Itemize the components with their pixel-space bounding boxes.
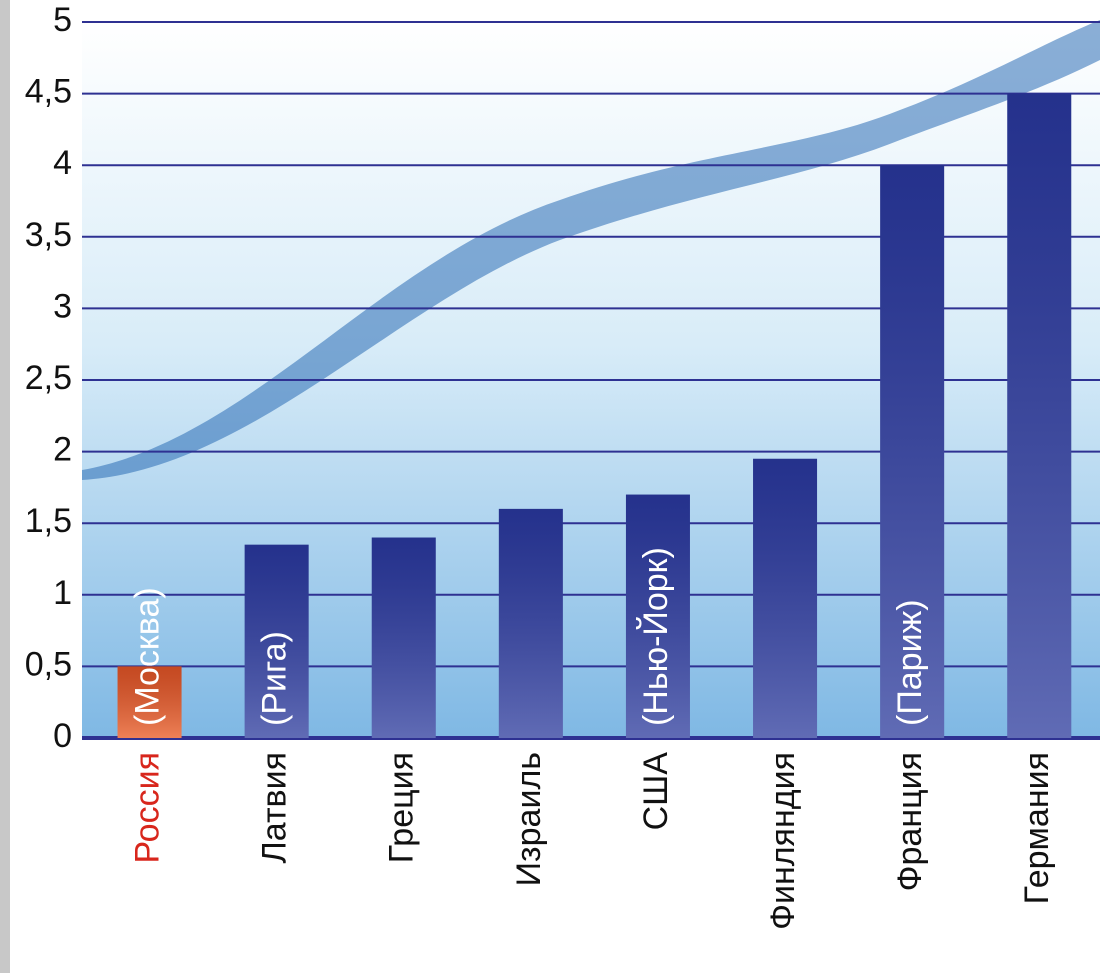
y-tick-label: 0,5 <box>25 645 72 683</box>
bar-shade <box>244 544 309 738</box>
bar-shade <box>371 537 436 738</box>
y-tick-label: 1 <box>53 574 72 612</box>
x-tick-label: Франция <box>891 752 929 891</box>
y-tick-label: 3 <box>53 287 72 325</box>
y-tick-label: 4,5 <box>25 73 72 111</box>
bar-shade <box>625 494 690 738</box>
x-tick-label: Латвия <box>256 752 294 864</box>
water-wave <box>82 20 1100 480</box>
left-border <box>0 0 10 973</box>
bar-label: (Рига) <box>256 631 294 726</box>
bar-shade <box>117 666 182 738</box>
y-tick-label: 2,5 <box>25 359 72 397</box>
y-tick-label: 5 <box>53 1 72 39</box>
bar-shade <box>753 458 818 738</box>
x-tick-label: Германия <box>1018 752 1056 904</box>
labels: 0 0,5 1 1,5 2 2,5 3 3,5 4 4,5 5 Россия (Москва) Латви… <box>25 1 1057 930</box>
x-tick-label: Финляндия <box>764 752 802 930</box>
x-tick-label: Россия <box>129 752 167 864</box>
y-tick-label: 4 <box>53 144 72 182</box>
y-tick-label: 1,5 <box>25 502 72 540</box>
y-tick-label: 2 <box>53 431 72 469</box>
bar-label: (Нью-Йорк) <box>637 547 675 726</box>
bar-shade <box>1007 93 1072 739</box>
y-tick-label: 3,5 <box>25 216 72 254</box>
bars <box>117 93 1072 739</box>
bar-shade <box>498 508 563 738</box>
bar-label: (Париж) <box>891 599 929 726</box>
bar-shade <box>880 165 945 738</box>
x-tick-label: Греция <box>383 752 421 863</box>
y-tick-label: 0 <box>53 717 72 755</box>
x-tick-label: Израиль <box>510 752 548 886</box>
x-tick-label: США <box>637 752 675 831</box>
bar-label: (Москва) <box>129 587 167 726</box>
